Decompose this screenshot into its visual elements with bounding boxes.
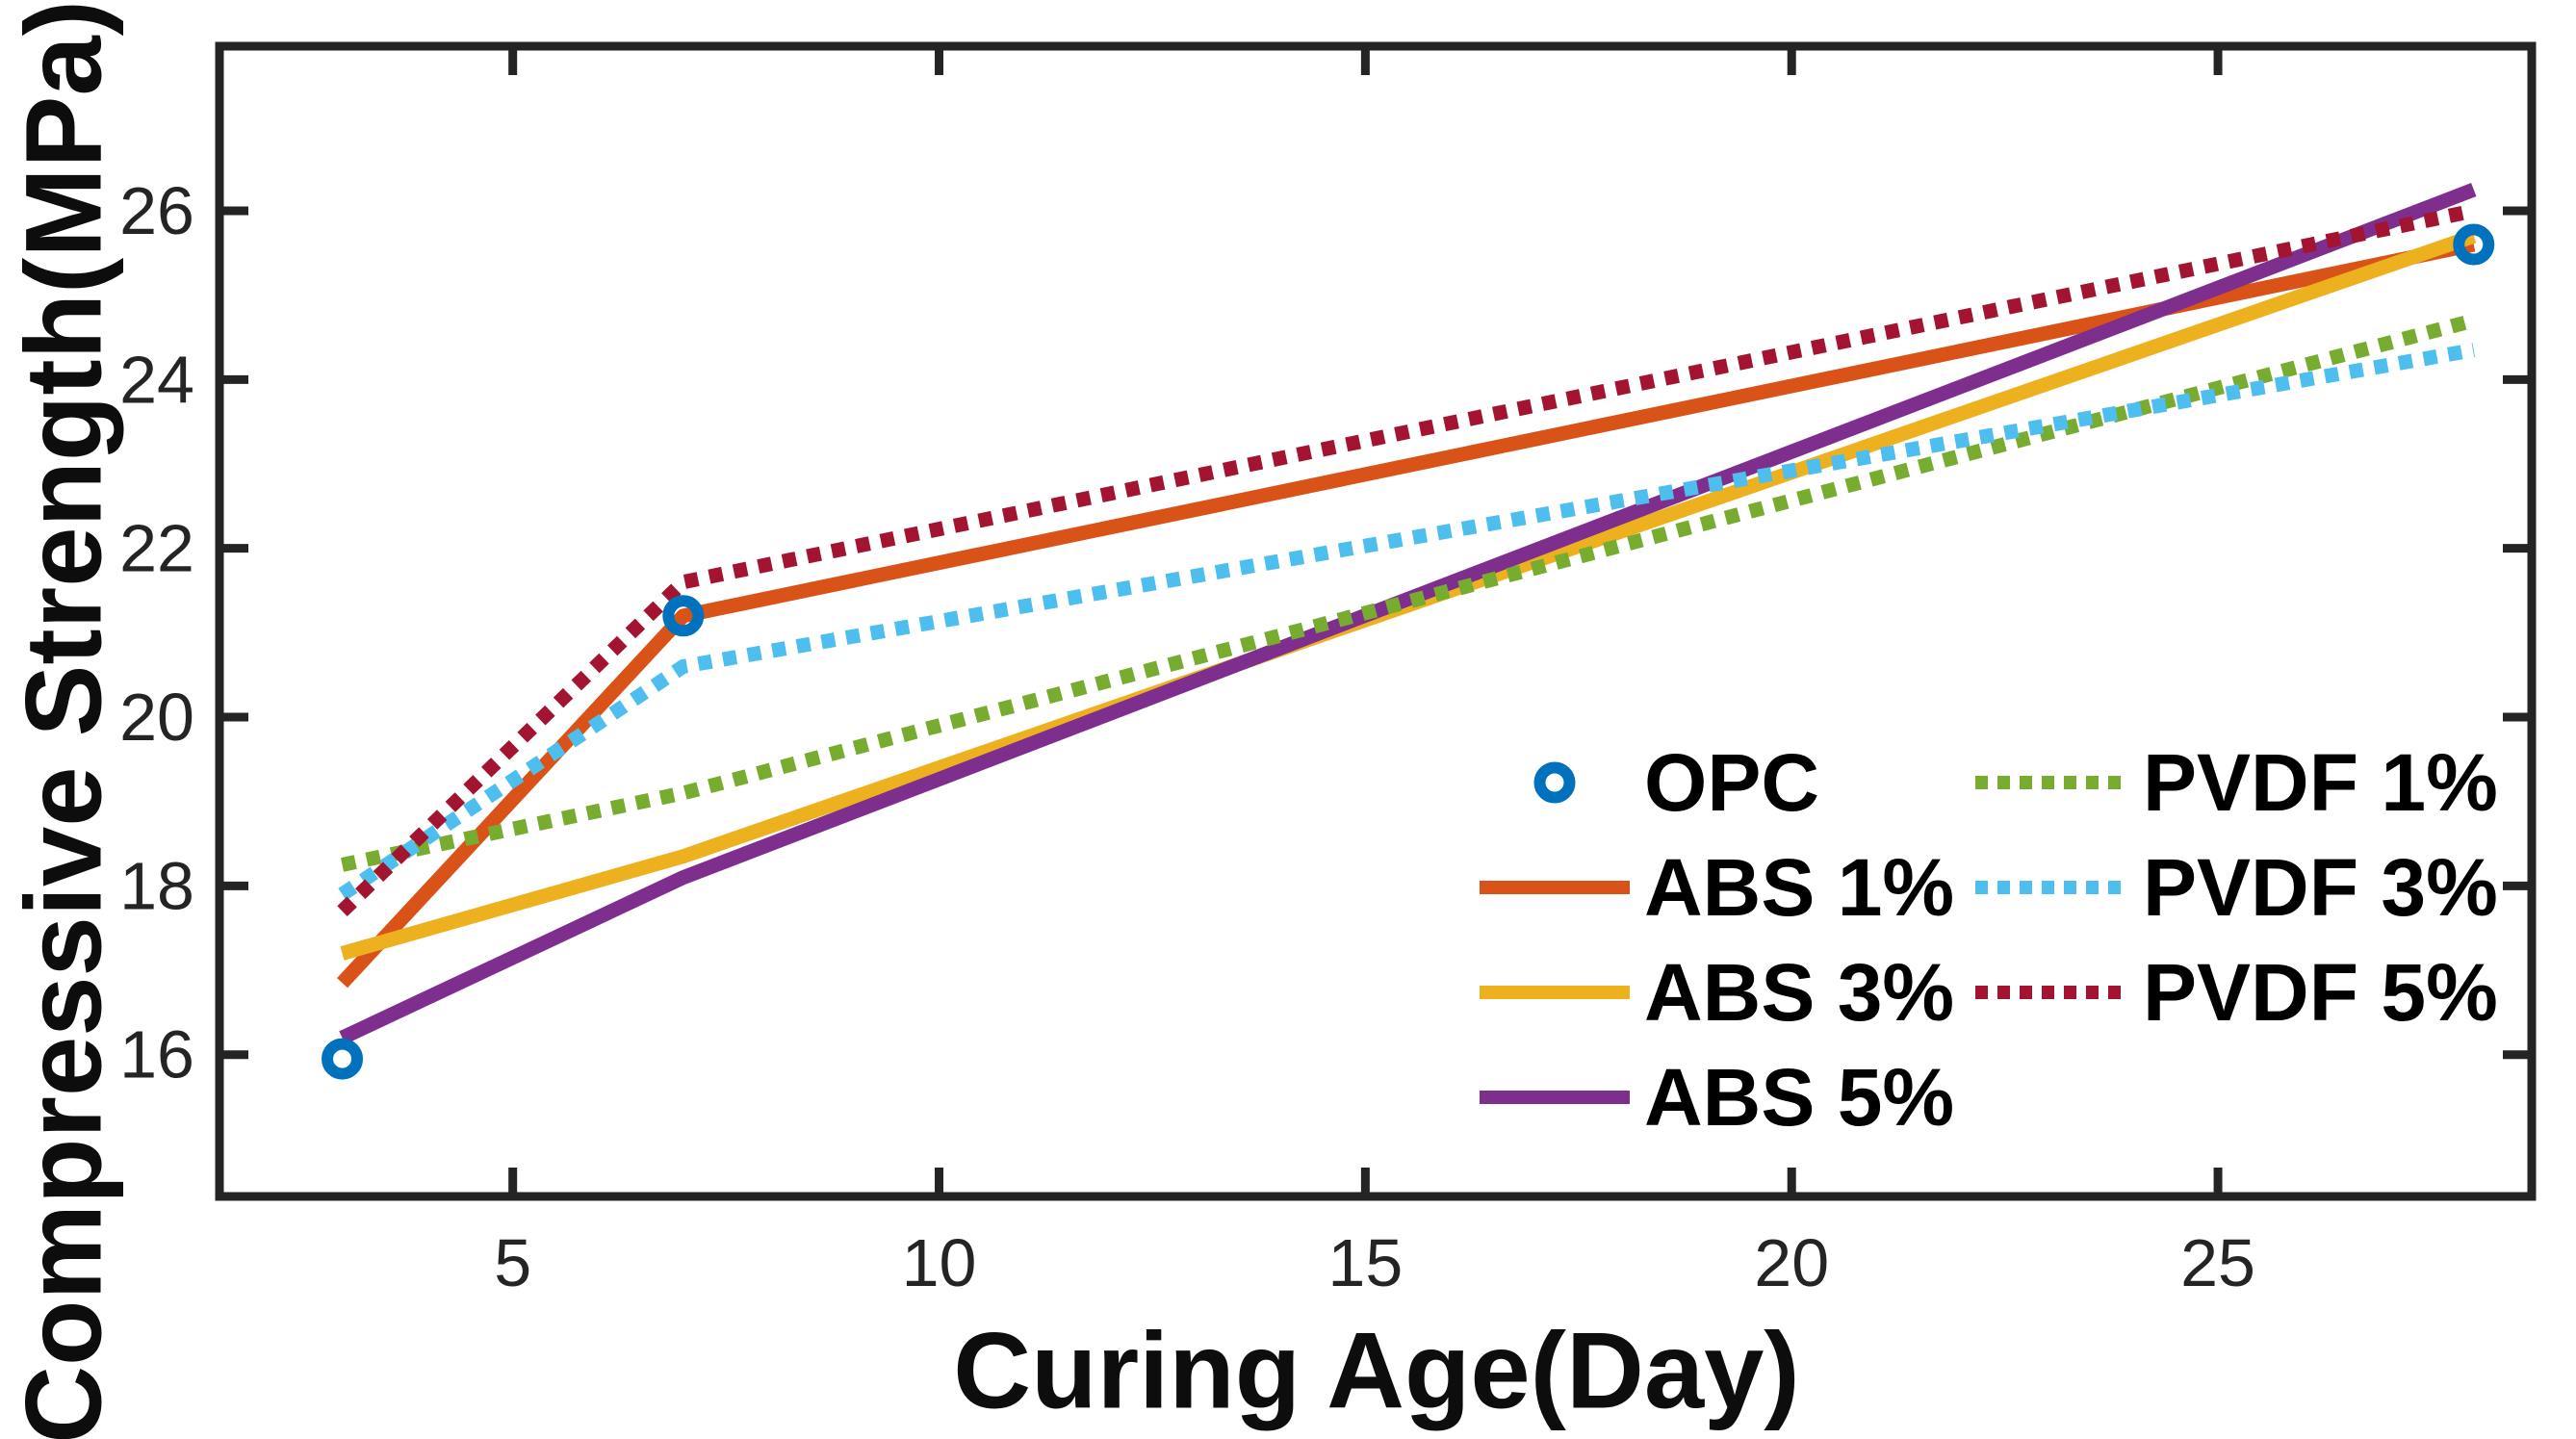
legend-entry-opc: OPC <box>1533 737 1819 828</box>
series-line-abs-1 <box>337 237 2476 989</box>
legend-entry-abs-5: ABS 5% <box>1480 1052 1954 1143</box>
axes-box <box>215 41 2537 1201</box>
y-axis-label: Compressive Strength(MPa) <box>4 0 124 1439</box>
x-tick-label: 10 <box>902 1225 977 1300</box>
legend-label-pvdf-1: PVDF 1% <box>2143 737 2498 828</box>
plot-frame <box>215 41 2537 1201</box>
y-tick-label: 24 <box>119 342 194 417</box>
legend-label-opc: OPC <box>1644 737 1819 828</box>
legend-marker-opc <box>1533 761 1576 804</box>
legend-entry-pvdf-1: PVDF 1% <box>1975 737 2498 828</box>
legend-entry-abs-1: ABS 1% <box>1480 842 1954 933</box>
legend-label-pvdf-3: PVDF 3% <box>2143 842 2498 933</box>
y-tick-label: 22 <box>119 511 194 586</box>
legend-entry-abs-3: ABS 3% <box>1480 947 1954 1038</box>
x-tick-label: 25 <box>2180 1225 2255 1300</box>
legend-entry-pvdf-3: PVDF 3% <box>1975 842 2498 933</box>
x-tick-label: 15 <box>1327 1225 1403 1300</box>
series-line-pvdf-3 <box>338 343 2476 901</box>
legend-label-abs-1: ABS 1% <box>1644 842 1954 933</box>
legend-label-abs-5: ABS 5% <box>1644 1052 1954 1143</box>
series-marker-opc <box>322 1038 364 1080</box>
series-marker-opc <box>2453 223 2495 266</box>
x-tick-label: 5 <box>494 1225 531 1300</box>
y-tick-label: 20 <box>119 680 194 755</box>
y-tick-label: 26 <box>119 173 194 248</box>
y-tick-label: 16 <box>119 1017 194 1092</box>
legend-entry-pvdf-5: PVDF 5% <box>1975 947 2498 1038</box>
axis-ticks: 5 10 15 20 25 16 18 20 22 24 26 <box>119 46 2532 1300</box>
x-tick-label: 20 <box>1754 1225 1829 1300</box>
legend-label-pvdf-5: PVDF 5% <box>2143 947 2498 1038</box>
y-tick-label: 18 <box>119 848 194 923</box>
series-line-pvdf-5 <box>337 203 2476 917</box>
series-line-pvdf-1 <box>340 313 2476 872</box>
series-line-abs-3 <box>340 229 2477 961</box>
series-line-abs-5 <box>339 183 2477 1044</box>
series-marker-opc <box>662 595 705 637</box>
x-axis-label: Curing Age(Day) <box>953 1311 1799 1431</box>
legend: OPC ABS 1% ABS 3% ABS 5% PVDF 1% PVDF 3% PVDF … <box>1480 737 2498 1143</box>
data-series <box>322 183 2495 1080</box>
legend-label-abs-3: ABS 3% <box>1644 947 1954 1038</box>
